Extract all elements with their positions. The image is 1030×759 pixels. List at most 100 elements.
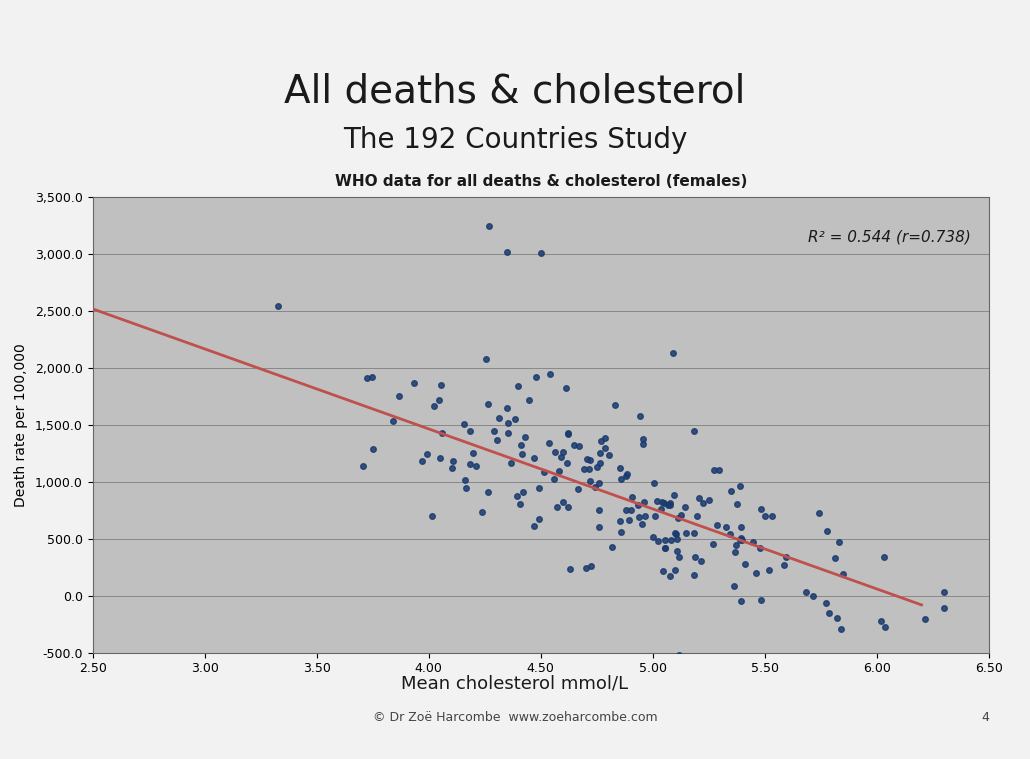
Point [592, 447, 609, 459]
Text: R² = 0.544 (r=0.738): R² = 0.544 (r=0.738) [808, 229, 971, 244]
Point [530, 482, 547, 494]
Point [737, 558, 754, 570]
Point [636, 433, 652, 445]
Point [811, 507, 827, 519]
Point [434, 427, 450, 439]
Point [656, 496, 673, 509]
Point [579, 453, 595, 465]
Point [501, 427, 517, 439]
Point [764, 509, 781, 521]
Point [748, 567, 764, 579]
Point [462, 424, 479, 436]
Point [677, 501, 693, 513]
Text: The 192 Countries Study: The 192 Countries Study [343, 127, 687, 154]
Point [752, 594, 768, 606]
Point [752, 542, 768, 554]
Point [646, 477, 662, 489]
Point [521, 394, 538, 406]
Point [491, 412, 508, 424]
Point [723, 484, 740, 496]
Point [365, 371, 381, 383]
Point [804, 590, 821, 602]
Point [433, 379, 449, 391]
Point [458, 482, 475, 494]
Point [655, 565, 672, 577]
Point [650, 535, 666, 547]
Point [559, 428, 576, 440]
Point [818, 597, 834, 609]
Point [425, 400, 442, 412]
Point [418, 448, 435, 460]
Point [549, 502, 565, 514]
Point [732, 531, 749, 543]
Point [692, 555, 709, 567]
Point [634, 439, 651, 451]
Point [517, 431, 534, 443]
Point [560, 501, 577, 513]
Point [671, 649, 687, 661]
Point [526, 520, 543, 532]
Point [664, 347, 681, 359]
Point [673, 509, 689, 521]
Point [489, 433, 506, 446]
Point [431, 395, 447, 407]
Point [500, 417, 516, 429]
Point [560, 427, 577, 439]
Point [390, 390, 407, 402]
Point [596, 432, 613, 444]
Point [546, 473, 562, 485]
Point [666, 564, 683, 576]
Point [665, 489, 682, 501]
Point [701, 494, 718, 506]
Point [695, 497, 712, 509]
Point [731, 534, 748, 546]
Point [479, 487, 495, 499]
Point [662, 499, 679, 511]
Point [414, 455, 431, 467]
Point [597, 442, 614, 455]
Point [582, 454, 598, 466]
Point [636, 496, 652, 508]
Point [798, 586, 815, 598]
Text: Mean cholesterol mmol/L: Mean cholesterol mmol/L [402, 674, 628, 692]
Point [686, 425, 702, 437]
Point [551, 465, 568, 477]
Point [509, 380, 525, 392]
Point [631, 512, 648, 524]
Title: WHO data for all deaths & cholesterol (females): WHO data for all deaths & cholesterol (f… [335, 175, 747, 189]
Point [917, 613, 933, 625]
Point [486, 424, 503, 436]
Point [499, 402, 515, 414]
Point [878, 621, 894, 633]
Point [659, 499, 676, 511]
Point [582, 475, 598, 487]
Point [727, 546, 744, 558]
Point [721, 528, 737, 540]
Point [686, 527, 702, 539]
Point [358, 372, 375, 384]
Point [590, 505, 607, 517]
Point [554, 446, 571, 458]
Point [732, 595, 749, 607]
Point [753, 503, 769, 515]
Point [586, 481, 603, 493]
Point [592, 435, 609, 447]
Text: All deaths & cholesterol: All deaths & cholesterol [284, 72, 746, 110]
Point [624, 491, 641, 503]
Point [745, 536, 761, 548]
Point [590, 521, 607, 533]
Point [649, 495, 665, 507]
Point [657, 542, 674, 554]
Point [365, 442, 381, 455]
Point [423, 509, 440, 521]
Point [653, 496, 670, 509]
Point [406, 376, 422, 389]
Point [671, 551, 687, 563]
Point [512, 498, 528, 510]
Point [710, 518, 726, 531]
Point [647, 510, 663, 522]
Point [571, 439, 587, 452]
Point [819, 525, 835, 537]
Point [456, 474, 473, 486]
Point [935, 586, 952, 598]
